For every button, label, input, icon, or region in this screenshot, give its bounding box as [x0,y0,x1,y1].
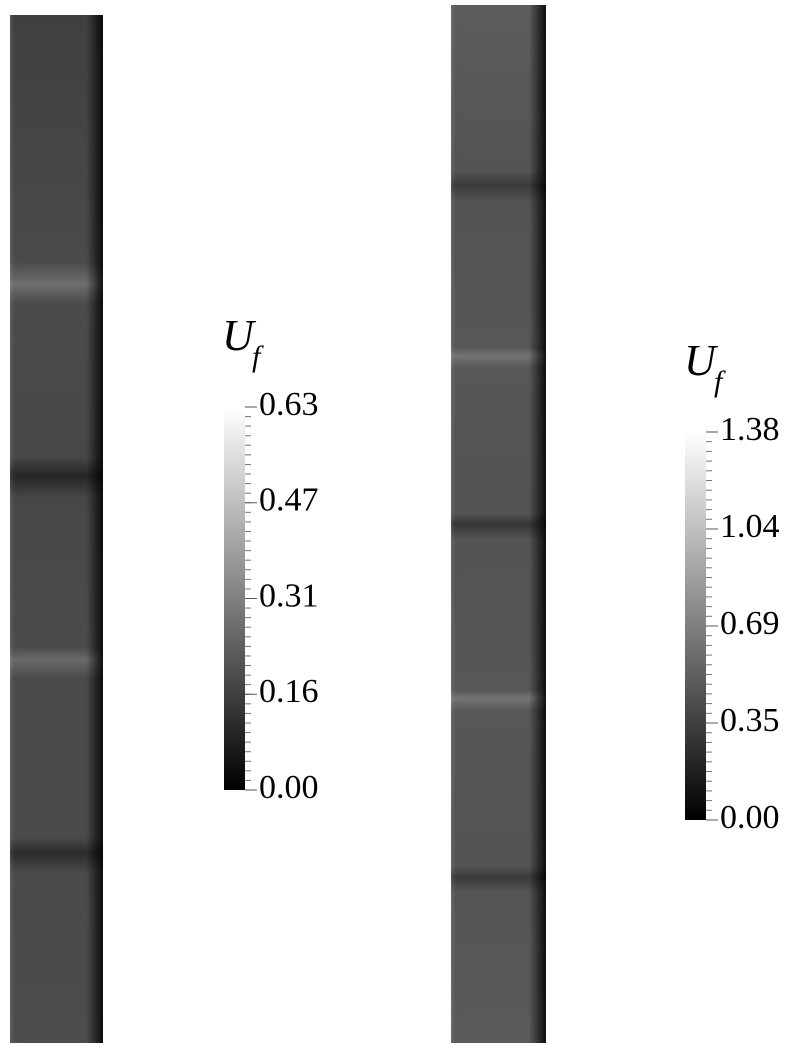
tick-label: 1.04 [720,508,780,545]
column-shading [451,5,546,1043]
colorbar-label-subscript: f [252,340,264,373]
tick-label: 1.38 [720,411,780,448]
tick-label: 0.35 [720,702,780,739]
tick-label: 0.69 [720,605,780,642]
colorbar [685,432,706,820]
tick-label: 0.16 [259,673,319,710]
tick-label: 0.63 [259,386,319,423]
tick-label: 0.00 [720,799,780,836]
colorbar [224,407,245,790]
colorbar-label: U [684,336,719,385]
tick-label: 0.47 [259,482,319,519]
tick-label: 0.31 [259,577,319,614]
colorbar-label: U [222,311,257,360]
tick-label: 0.00 [259,769,319,806]
column-shading [10,15,103,1043]
colorbar-label-subscript: f [714,365,726,398]
